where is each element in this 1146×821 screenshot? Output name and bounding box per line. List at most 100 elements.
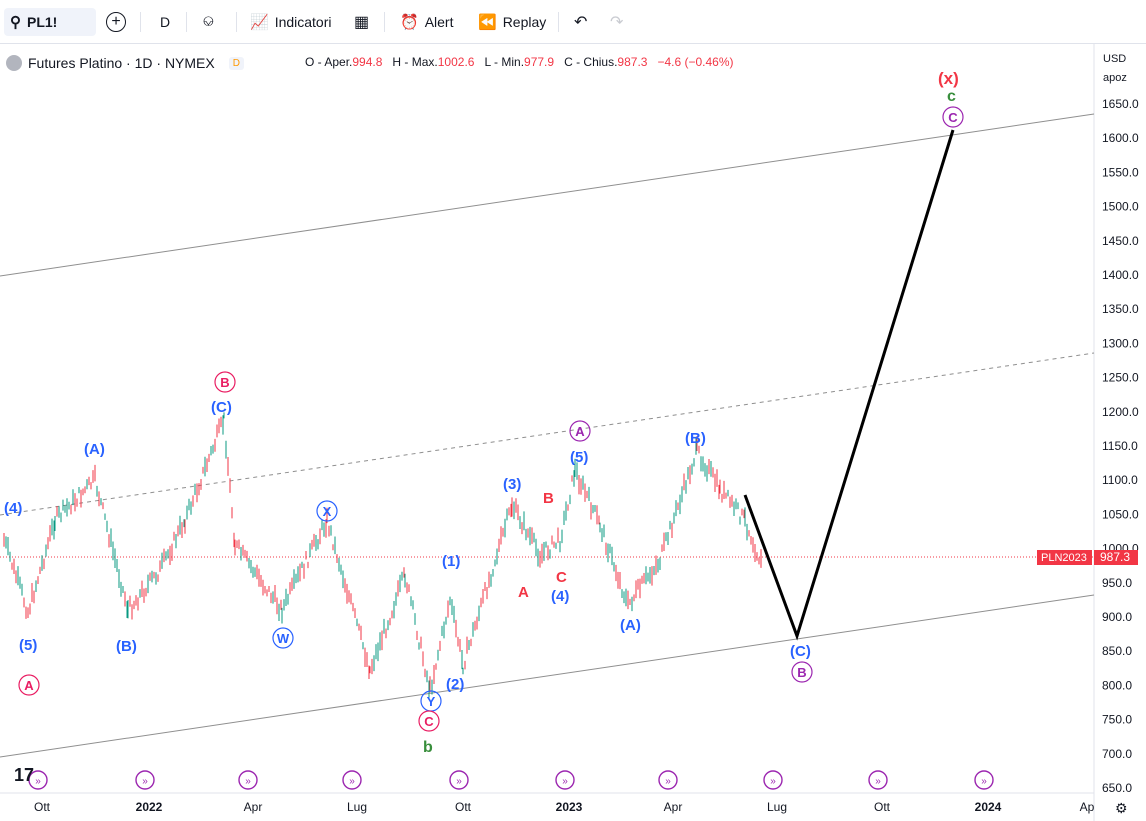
platinum-logo-icon: [6, 55, 22, 71]
time-tick-label: Apr: [664, 800, 683, 814]
wave-label-5: (5): [19, 637, 37, 654]
chart-type-button[interactable]: ⎉: [202, 8, 215, 36]
event-marker-icon: [658, 770, 678, 790]
alert-button[interactable]: ⏰ Alert: [400, 8, 453, 36]
indicators-icon: 📈: [250, 14, 269, 31]
scale-mode-label: apoz: [1103, 72, 1127, 84]
low-value: 977.9: [524, 55, 555, 69]
wave-label-c-green: c: [947, 88, 956, 105]
layouts-button[interactable]: ▦: [354, 8, 369, 36]
replay-label: Replay: [502, 14, 547, 30]
symbol-search-button[interactable]: ⚲ PL1!: [4, 8, 96, 36]
channel-mid-line: [0, 352, 1095, 516]
time-tick-label: Lug: [767, 800, 787, 814]
undo-icon: ↶: [574, 14, 588, 31]
interval-badge: D: [228, 56, 244, 70]
plus-circle-icon: +: [106, 12, 126, 32]
event-marker-icon: [449, 770, 469, 790]
svg-text:»: »: [981, 776, 987, 787]
wave-label-4b: (4): [551, 588, 569, 605]
event-marker-icon: [763, 770, 783, 790]
circled-A-purple: A: [575, 424, 585, 439]
redo-button[interactable]: ↷: [610, 8, 623, 36]
circled-B-pink: B: [220, 375, 229, 390]
event-marker-icon: [238, 770, 258, 790]
wave-label-3: (3): [503, 476, 521, 493]
price-tick-label: 800.0: [1102, 678, 1132, 692]
close-value: 987.3: [617, 55, 648, 69]
wave-label-C-par2: (C): [790, 643, 811, 660]
price-tick-label: 650.0: [1102, 781, 1132, 795]
event-marker-icon: [28, 770, 48, 790]
circled-B-purple: B: [797, 665, 806, 680]
indicators-button[interactable]: 📈 Indicatori: [250, 8, 332, 36]
price-bars: [3, 412, 762, 698]
price-tick-label: 1000.0: [1102, 542, 1139, 556]
channel-upper-line: [0, 113, 1095, 277]
channel-lower-line: [0, 594, 1095, 758]
last-price-value: 987.3: [1100, 550, 1130, 564]
price-tick-label: 1250.0: [1102, 371, 1139, 385]
top-toolbar: ⚲ PL1! + D ⎉ 📈 Indicatori ▦ ⏰ Alert ⏪ Re…: [0, 0, 1146, 44]
svg-text:»: »: [349, 776, 355, 787]
wave-label-2: (2): [446, 676, 464, 693]
redo-icon: ↷: [610, 14, 624, 31]
interval-button[interactable]: D: [160, 8, 170, 36]
open-label: O - Aper.: [305, 55, 353, 69]
price-tick-label: 1600.0: [1102, 131, 1139, 145]
symbol-label: PL1!: [27, 14, 58, 30]
price-tick-label: 1500.0: [1102, 200, 1139, 214]
time-tick-label: 2024: [975, 800, 1002, 814]
circled-A-pink: A: [24, 678, 34, 693]
close-label: C - Chius.: [564, 55, 618, 69]
undo-button[interactable]: ↶: [574, 8, 587, 36]
event-marker-icon: [868, 770, 888, 790]
price-tick-label: 1550.0: [1102, 165, 1139, 179]
replay-button[interactable]: ⏪ Replay: [478, 8, 546, 36]
price-tick-label: 950.0: [1102, 576, 1132, 590]
instrument-title: Futures Platino · 1D · NYMEX: [28, 55, 215, 71]
wave-label-C-red: C: [556, 569, 567, 586]
wave-label-A-red: A: [518, 584, 529, 601]
circled-C-pink: C: [424, 714, 434, 729]
time-tick-label: Ott: [874, 800, 891, 814]
rewind-icon: ⏪: [478, 14, 497, 31]
svg-text:»: »: [875, 776, 881, 787]
price-tick-label: 1400.0: [1102, 268, 1139, 282]
wave-label-x-red: (x): [938, 69, 959, 88]
wave-label-A-par2: (A): [620, 617, 641, 634]
open-value: 994.8: [352, 55, 383, 69]
svg-text:»: »: [562, 776, 568, 787]
svg-text:»: »: [245, 776, 251, 787]
svg-text:»: »: [35, 776, 41, 787]
svg-text:»: »: [142, 776, 148, 787]
price-tick-label: 1100.0: [1102, 473, 1138, 487]
time-tick-label: 2023: [556, 800, 583, 814]
circled-W-blue: W: [277, 631, 290, 646]
price-tick-label: 750.0: [1102, 713, 1132, 727]
chart-legend-title: Futures Platino · 1D · NYMEX D: [6, 52, 244, 74]
price-tick-label: 850.0: [1102, 644, 1132, 658]
svg-text:»: »: [665, 776, 671, 787]
wave-label-4: (4): [4, 500, 22, 517]
time-tick-label: Apr: [244, 800, 263, 814]
svg-text:»: »: [770, 776, 776, 787]
settings-gear-icon: ⚙: [1115, 800, 1128, 816]
event-marker-icon: [974, 770, 994, 790]
bars-icon: ⎉: [202, 13, 215, 30]
circled-C-purple: C: [948, 110, 958, 125]
wave-label-A-par: (A): [84, 441, 105, 458]
price-tick-label: 1200.0: [1102, 405, 1139, 419]
high-value: 1002.6: [437, 55, 475, 69]
wave-label-B-par: (B): [116, 638, 137, 655]
interval-label: D: [160, 14, 171, 30]
currency-label: USD: [1103, 53, 1126, 65]
high-label: H - Max.: [392, 55, 438, 69]
event-marker-icon: [342, 770, 362, 790]
price-tick-label: 1450.0: [1102, 234, 1139, 248]
svg-text:»: »: [456, 776, 462, 787]
wave-label-b-green: b: [423, 739, 433, 756]
add-symbol-button[interactable]: +: [106, 8, 126, 36]
circled-X-blue: X: [323, 504, 332, 519]
